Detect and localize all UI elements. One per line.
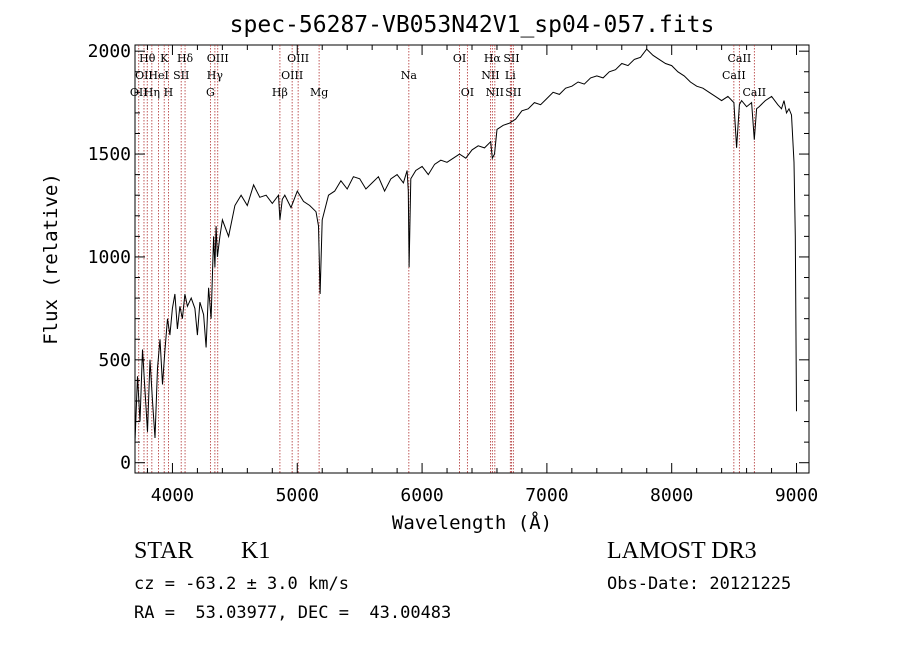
x-tick-label-2: 6000 [400, 485, 443, 506]
line-label-27: CaII [742, 86, 766, 99]
x-axis-label: Wavelength (Å) [392, 511, 552, 534]
line-label-23: SII [503, 52, 519, 65]
line-label-13: OIII [281, 69, 303, 82]
y-tick-label-4: 2000 [88, 41, 131, 62]
line-label-9: G [206, 86, 215, 99]
line-label-18: OI [461, 86, 474, 99]
x-tick-label-5: 9000 [775, 485, 818, 506]
redshift-velocity: cz = -63.2 ± 3.0 km/s [134, 574, 349, 594]
line-label-6: H [164, 86, 174, 99]
spectral-line-labels: OIIOIIHθHηHeIKHSIIHδGHγOIIIHβOIIIOIIIMgN… [130, 52, 766, 99]
y-tick-label-1: 500 [98, 350, 131, 371]
x-tick-label-0: 4000 [151, 485, 194, 506]
line-label-12: Hβ [272, 86, 288, 99]
observation-date: Obs-Date: 20121225 [607, 574, 792, 594]
line-label-14: OIII [287, 52, 309, 65]
y-axis-ticks: 0 500 1000 1500 2000 [88, 41, 809, 474]
line-label-4: HeI [148, 69, 168, 82]
spectrum-line [134, 48, 797, 443]
line-label-11: OIII [207, 52, 229, 65]
line-label-8: Hδ [177, 52, 194, 65]
chart-title: spec-56287-VB053N42V1_sp04-057.fits [230, 12, 715, 38]
x-axis-ticks: 4000 5000 6000 7000 8000 9000 [146, 45, 818, 506]
line-label-2: Hθ [139, 52, 156, 65]
line-label-15: Mg [310, 86, 328, 99]
object-class: STAR [134, 538, 194, 564]
object-subclass: K1 [241, 538, 271, 564]
line-label-19: NII [481, 69, 499, 82]
line-label-25: CaII [722, 69, 746, 82]
line-label-17: OI [453, 52, 466, 65]
sky-coordinates: RA = 53.03977, DEC = 43.00483 [134, 603, 452, 623]
y-tick-label-3: 1500 [88, 144, 131, 165]
line-label-26: CaII [728, 52, 752, 65]
line-label-5: K [160, 52, 169, 65]
line-label-24: SII [505, 86, 521, 99]
line-label-7: SII [173, 69, 189, 82]
spectral-line-markers [138, 45, 755, 473]
plot-frame [134, 44, 810, 474]
line-label-21: NII [486, 86, 504, 99]
x-tick-label-4: 8000 [650, 485, 693, 506]
survey-name: LAMOST DR3 [607, 538, 757, 564]
y-axis-label: Flux (relative) [40, 173, 62, 345]
x-tick-label-3: 7000 [525, 485, 568, 506]
line-label-10: Hγ [207, 69, 224, 82]
x-tick-label-1: 5000 [276, 485, 319, 506]
line-label-20: Hα [484, 52, 502, 65]
line-label-16: Na [401, 69, 418, 82]
line-label-3: Hη [144, 86, 160, 99]
line-label-22: Li [505, 69, 516, 82]
y-tick-label-2: 1000 [88, 247, 131, 268]
y-tick-label-0: 0 [120, 453, 131, 474]
